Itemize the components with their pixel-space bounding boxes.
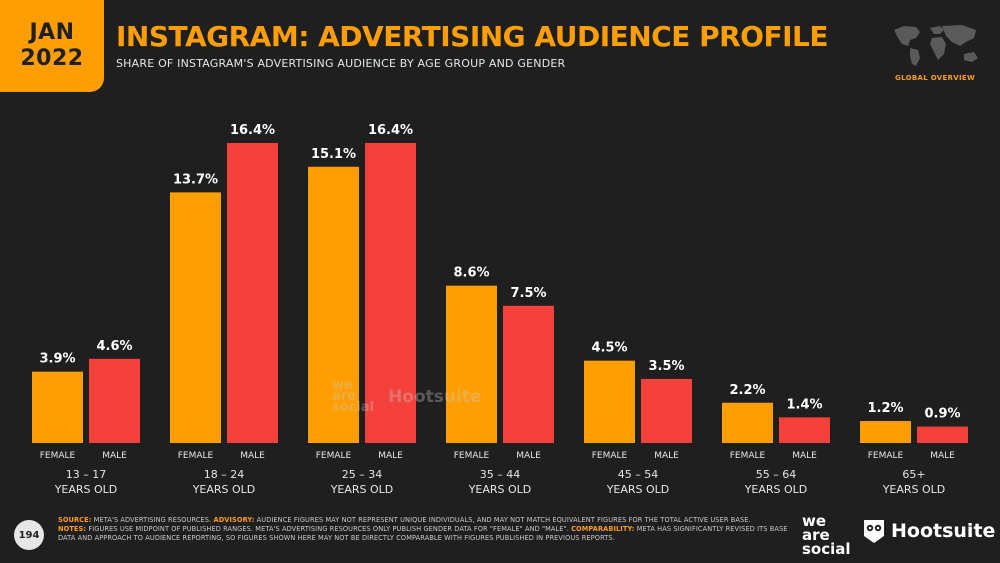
data-label: 15.1% bbox=[311, 147, 356, 162]
hootsuite-wordmark: Hootsuite bbox=[891, 520, 996, 542]
bar-female-2 bbox=[308, 166, 359, 443]
series-tick-label: FEMALE bbox=[730, 451, 766, 461]
bar-male-4 bbox=[641, 378, 692, 443]
category-sublabel: YEARS OLD bbox=[468, 483, 532, 496]
bar-female-6 bbox=[860, 421, 911, 443]
data-label: 2.2% bbox=[729, 383, 765, 398]
footnote: SOURCE: META'S ADVERTISING RESOURCES. AD… bbox=[58, 516, 788, 542]
category-label: 35 – 44 bbox=[480, 468, 521, 481]
series-tick-label: MALE bbox=[654, 451, 679, 461]
watermark: we are social Hootsuite bbox=[332, 378, 482, 415]
data-label: 7.5% bbox=[510, 286, 546, 301]
series-tick-label: FEMALE bbox=[592, 451, 628, 461]
category-label: 25 – 34 bbox=[342, 468, 383, 481]
data-label: 8.6% bbox=[453, 266, 489, 281]
page-number: 194 bbox=[14, 520, 44, 550]
series-tick-label: MALE bbox=[240, 451, 265, 461]
series-tick-label: FEMALE bbox=[316, 451, 352, 461]
bar-female-0 bbox=[32, 371, 83, 443]
date-badge: JAN 2022 bbox=[0, 0, 104, 92]
world-map-icon bbox=[894, 25, 978, 66]
category-sublabel: YEARS OLD bbox=[192, 483, 256, 496]
page-title: INSTAGRAM: ADVERTISING AUDIENCE PROFILE bbox=[116, 20, 829, 53]
bar-female-3 bbox=[446, 285, 497, 443]
data-label: 3.9% bbox=[39, 352, 75, 367]
data-label: 3.5% bbox=[648, 359, 684, 374]
we-are-social-logo: we are social bbox=[802, 512, 851, 558]
data-label: 4.6% bbox=[96, 339, 132, 354]
watermark-hootsuite: Hootsuite bbox=[388, 386, 482, 407]
bar-male-2 bbox=[365, 143, 416, 443]
category-label: 18 – 24 bbox=[204, 468, 245, 481]
data-label: 16.4% bbox=[368, 123, 413, 138]
bar-male-3 bbox=[503, 305, 554, 443]
category-label: 13 – 17 bbox=[66, 468, 107, 481]
date-month: JAN bbox=[29, 20, 75, 45]
bar-female-5 bbox=[722, 402, 773, 443]
series-tick-label: FEMALE bbox=[454, 451, 490, 461]
bar-female-1 bbox=[170, 192, 221, 443]
category-sublabel: YEARS OLD bbox=[54, 483, 118, 496]
series-tick-label: FEMALE bbox=[40, 451, 76, 461]
watermark-we-are-social: we are social bbox=[332, 378, 375, 415]
category-label: 65+ bbox=[902, 468, 925, 481]
series-tick-label: MALE bbox=[792, 451, 817, 461]
bar-male-5 bbox=[779, 417, 830, 443]
data-label: 4.5% bbox=[591, 341, 627, 356]
page-subtitle: SHARE OF INSTAGRAM'S ADVERTISING AUDIENC… bbox=[116, 57, 566, 70]
category-sublabel: YEARS OLD bbox=[744, 483, 808, 496]
category-sublabel: YEARS OLD bbox=[330, 483, 394, 496]
bar-male-6 bbox=[917, 426, 968, 443]
owl-icon bbox=[864, 520, 884, 543]
section-label: GLOBAL OVERVIEW bbox=[895, 74, 975, 82]
bar-male-1 bbox=[227, 143, 278, 443]
hootsuite-logo: Hootsuite bbox=[862, 518, 995, 544]
bar-female-4 bbox=[584, 360, 635, 443]
category-label: 55 – 64 bbox=[756, 468, 797, 481]
category-sublabel: YEARS OLD bbox=[882, 483, 946, 496]
series-tick-label: MALE bbox=[516, 451, 541, 461]
data-label: 0.9% bbox=[924, 407, 960, 422]
series-tick-label: MALE bbox=[378, 451, 403, 461]
date-year: 2022 bbox=[20, 46, 84, 71]
series-tick-label: MALE bbox=[930, 451, 955, 461]
series-tick-label: FEMALE bbox=[868, 451, 904, 461]
series-tick-label: FEMALE bbox=[178, 451, 214, 461]
series-tick-label: MALE bbox=[102, 451, 127, 461]
category-label: 45 – 54 bbox=[618, 468, 659, 481]
category-sublabel: YEARS OLD bbox=[606, 483, 670, 496]
data-label: 1.2% bbox=[867, 401, 903, 416]
data-label: 1.4% bbox=[786, 397, 822, 412]
data-label: 13.7% bbox=[173, 172, 218, 187]
data-label: 16.4% bbox=[230, 123, 275, 138]
bar-male-0 bbox=[89, 358, 140, 443]
